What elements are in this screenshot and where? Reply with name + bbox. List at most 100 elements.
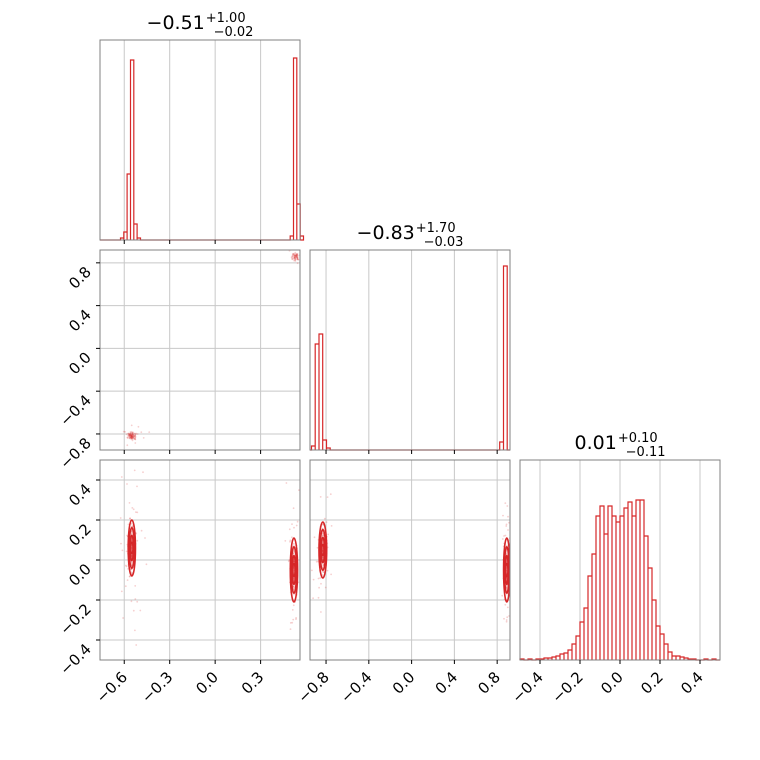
p1-vs-p3-sample xyxy=(129,517,131,520)
p1-vs-p2-sample xyxy=(296,252,299,255)
p1-vs-p3-sample xyxy=(295,617,297,619)
p1-vs-p2-sample xyxy=(295,254,298,256)
p1-vs-p2-sample xyxy=(292,258,295,260)
p2-vs-p3-sample xyxy=(504,603,507,606)
p1-vs-p3-sample xyxy=(134,629,136,632)
p1-vs-p3-sample xyxy=(134,598,137,600)
p1-vs-p3-sample xyxy=(289,540,291,543)
p1-vs-p2-sample xyxy=(129,433,132,435)
p1-vs-p2-sample xyxy=(294,257,296,260)
p1-vs-p3-sample xyxy=(130,533,133,535)
p1-vs-p3-sample xyxy=(120,542,122,545)
p1-vs-p2-sample xyxy=(129,433,132,435)
p1-vs-p2-sample xyxy=(294,251,297,254)
p1-vs-p2-sample xyxy=(129,432,132,435)
p1-vs-p2-sample xyxy=(293,256,296,259)
p1-vs-p2-sample xyxy=(129,434,132,437)
title-p1: −0.51+1.00 −0.02 xyxy=(147,11,254,40)
p2-vs-p3-sample xyxy=(505,619,508,621)
p1-vs-p3-sample xyxy=(295,524,298,527)
p1-vs-p2-sample xyxy=(129,437,132,439)
p1-vs-p2-sample xyxy=(133,438,136,440)
p2-vs-p3-frame xyxy=(309,459,511,661)
p2-vs-p3-sample xyxy=(322,571,325,573)
p1-vs-p2-sample xyxy=(135,432,138,435)
p1-vs-p3-sample xyxy=(144,537,146,539)
p2-vs-p3-sample xyxy=(506,616,509,619)
p1-vs-p2-sample xyxy=(133,432,136,435)
p1-vs-p3-samples xyxy=(119,469,300,646)
p1-vs-p3-sample xyxy=(292,507,295,510)
p1-vs-p3-sample xyxy=(124,564,127,567)
p2-vs-p3-sample xyxy=(316,546,319,549)
p1-vs-p3-sample xyxy=(130,600,133,603)
p2-vs-p3-sample xyxy=(506,505,509,507)
p1-vs-p2-sample xyxy=(131,431,134,434)
p1-vs-p3-sample xyxy=(130,564,133,566)
p1-vs-p2-sample xyxy=(293,259,295,262)
p1-vs-p2-sample xyxy=(131,437,133,440)
p1-vs-p3-sample xyxy=(298,489,300,491)
p1-vs-p2-sample xyxy=(128,434,131,437)
p2-vs-p3-sample xyxy=(501,538,504,540)
p2-vs-p3-sample xyxy=(501,594,504,597)
p1-vs-p2-sample xyxy=(130,434,133,437)
p1-vs-p3-contour-1-0 xyxy=(289,537,299,603)
p1-vs-p3-sample xyxy=(130,562,133,564)
p1-vs-p3-sample xyxy=(131,507,134,509)
p1-vs-p3-contour-1-1 xyxy=(290,545,298,594)
p1-vs-p2-frame xyxy=(99,249,301,451)
p1-vs-p2-sample xyxy=(128,433,131,436)
p1-vs-p2-sample xyxy=(295,253,298,256)
p1-vs-p2-sample xyxy=(134,434,137,437)
p1-vs-p2-sample xyxy=(131,435,134,438)
p1-vs-p2-sample xyxy=(295,255,298,257)
p1-vs-p3-sample xyxy=(122,617,124,619)
p1-vs-p2-sample xyxy=(291,255,294,257)
p1-vs-p2-sample xyxy=(291,254,294,256)
panel-hist-p1 xyxy=(99,39,305,244)
p2-vs-p3-samples xyxy=(311,493,510,623)
p1-vs-p3-contour-0-0 xyxy=(127,519,137,577)
p1-vs-p2-density-1 xyxy=(292,252,299,260)
p1-vs-p2-sample xyxy=(132,431,134,434)
p2-vs-p3-contour-0-3 xyxy=(320,543,325,557)
hist-p1-step xyxy=(100,57,305,241)
p2-vs-p3-contour-0-0 xyxy=(318,521,328,579)
p1-vs-p2-sample xyxy=(126,436,129,439)
p1-vs-p2-sample xyxy=(296,255,298,258)
p2-vs-p3-sample xyxy=(312,597,314,600)
p1-vs-p3-sample xyxy=(126,483,128,485)
p2-vs-p3-sample xyxy=(315,560,318,563)
p1-vs-p2-sample xyxy=(128,434,131,436)
p1-vs-p3-sample xyxy=(289,628,292,630)
p1-vs-p3-sample xyxy=(132,508,135,511)
p1-vs-p3-sample xyxy=(291,609,294,611)
p1-vs-p3-contour-1-3 xyxy=(291,562,296,578)
p1-vs-p2-sample xyxy=(130,434,133,437)
p1-vs-p3-sample xyxy=(292,542,295,545)
p2-vs-p3-sample xyxy=(322,534,324,537)
p1-vs-p3-sample xyxy=(142,471,144,474)
p1-vs-p3-sample xyxy=(291,523,293,525)
hist-p1-frame xyxy=(99,39,301,241)
p2-vs-p3-sample xyxy=(326,496,329,498)
p1-vs-p2-sample xyxy=(126,437,129,439)
p1-vs-p2-sample xyxy=(296,254,298,257)
p1-vs-p2-sample xyxy=(291,256,294,258)
p1-vs-p2-sample xyxy=(291,258,294,261)
p1-vs-p2-sample xyxy=(296,262,299,265)
p1-vs-p2-sample xyxy=(290,256,293,259)
p1-vs-p2-sample xyxy=(294,259,297,261)
p1-vs-p2-sample xyxy=(130,430,133,433)
p1-vs-p2-sample xyxy=(126,444,129,447)
p2-vs-p3-contour-0-1 xyxy=(319,528,327,572)
p1-vs-p2-sample xyxy=(129,436,131,439)
p1-vs-p2-sample xyxy=(130,436,133,439)
p2-vs-p3-sample xyxy=(320,611,322,613)
p2-vs-p3-sample xyxy=(502,514,504,517)
p1-vs-p2-sample xyxy=(129,435,131,438)
p1-vs-p2-sample xyxy=(134,433,137,436)
p1-vs-p2-sample xyxy=(292,253,295,255)
